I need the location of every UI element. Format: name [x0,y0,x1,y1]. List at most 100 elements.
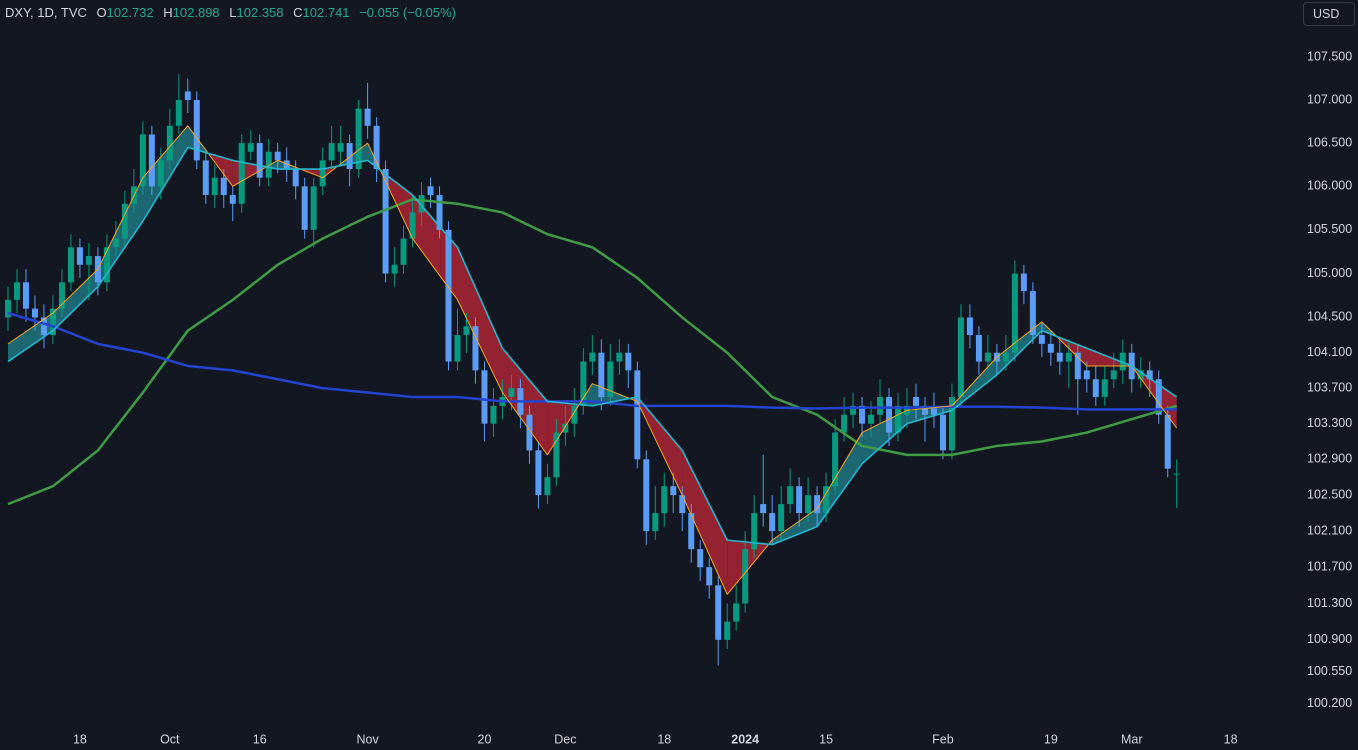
candle-body [957,317,964,397]
candle-body [688,513,695,550]
candle-body [1002,352,1009,362]
candle-body [211,177,218,196]
candle-body [706,567,713,586]
indicator-line [7,146,1178,546]
candle-body [841,414,848,433]
candle-body [1164,414,1171,469]
candle-body [616,352,623,362]
candle-body [975,335,982,362]
candle-body [1083,370,1090,380]
candle-body [1065,352,1072,362]
x-tick-label: 15 [819,732,833,746]
candle-body [382,169,389,274]
x-tick-label: 19 [1044,732,1058,746]
candle-body [895,405,902,433]
candle-body [328,143,335,161]
candle-body [409,212,416,239]
candle-body [939,414,946,451]
candle-body [166,125,173,161]
indicator-line [7,125,1178,595]
ribbon-fill [907,405,952,424]
ohlc-label: L [229,5,237,20]
ohlc-value: 102.898 [172,5,220,20]
candle-body [571,405,578,424]
candle-body [229,195,236,204]
candle-body [796,486,803,514]
candle-body [787,486,794,505]
y-tick-label: 101.300 [1307,596,1352,610]
change: −0.055 (−0.05%) [359,5,457,20]
candle-body [427,186,434,196]
ohlc-value: 102.358 [236,5,284,20]
candle-body [58,282,65,309]
candle-body [490,405,497,424]
candle-body [814,495,821,514]
candle-body [337,143,344,152]
candle-body [850,405,857,415]
candle-body [103,247,110,283]
ohlc-value: 102.732 [106,5,154,20]
candle-body [751,513,758,550]
candle-body [265,151,272,178]
candle-body [418,195,425,213]
y-tick-label: 102.500 [1307,487,1352,501]
candle-body [1119,352,1126,371]
x-tick-label: 16 [253,732,267,746]
candle-body [292,169,299,187]
y-tick-label: 107.500 [1307,49,1352,63]
candle-body [625,352,632,371]
candle-body [948,396,955,451]
x-tick-label: 18 [73,732,87,746]
candle-body [283,160,290,170]
ohlc-label: C [293,5,303,20]
candle-body [157,160,164,187]
x-tick-label: 18 [1224,732,1238,746]
symbol[interactable]: DXY, 1D, TVC [5,5,87,20]
candle-body [553,432,560,478]
y-tick-label: 103.700 [1307,380,1352,394]
candle-body [984,352,991,362]
y-tick-label: 102.900 [1307,452,1352,466]
candle-body [49,308,56,336]
candle-body [472,326,479,371]
candle-body [715,585,722,640]
candle-body [742,549,749,604]
y-tick-label: 103.300 [1307,416,1352,430]
candle-body [40,317,47,336]
y-tick-label: 105.000 [1307,266,1352,280]
candle-body [202,160,209,196]
candle-body [121,203,128,239]
candle-body [1011,273,1018,353]
candle-body [760,504,767,514]
candle-body [589,352,596,362]
candle-body [184,91,191,101]
candle-body [778,504,785,532]
candle-body [697,549,704,568]
candle-body [868,414,875,424]
symbol-header: DXY, 1D, TVC O102.732 H102.898 L102.358 … [5,5,462,20]
candle-body [31,308,38,318]
candle-body [355,108,362,170]
candle-body [1110,370,1117,380]
candle-body [247,143,254,152]
candle-body [220,177,227,196]
x-tick-label: 20 [478,732,492,746]
indicator-line [7,311,1177,411]
candle-body [607,361,614,397]
candle-body [148,134,155,187]
candle-body [364,108,371,126]
currency-button[interactable]: USD [1303,2,1355,26]
candle-body [193,100,200,161]
candle-body [13,282,20,300]
x-tick-label: Feb [932,732,954,746]
y-tick-label: 100.900 [1307,632,1352,646]
candle-body [652,513,659,532]
candle-body [175,100,182,126]
x-tick-label: Oct [160,732,180,746]
candle-body [661,486,668,514]
candle-body [805,495,812,514]
candle-body [1173,473,1180,475]
ohlc-label: H [163,5,173,20]
candle-body [1047,343,1054,353]
